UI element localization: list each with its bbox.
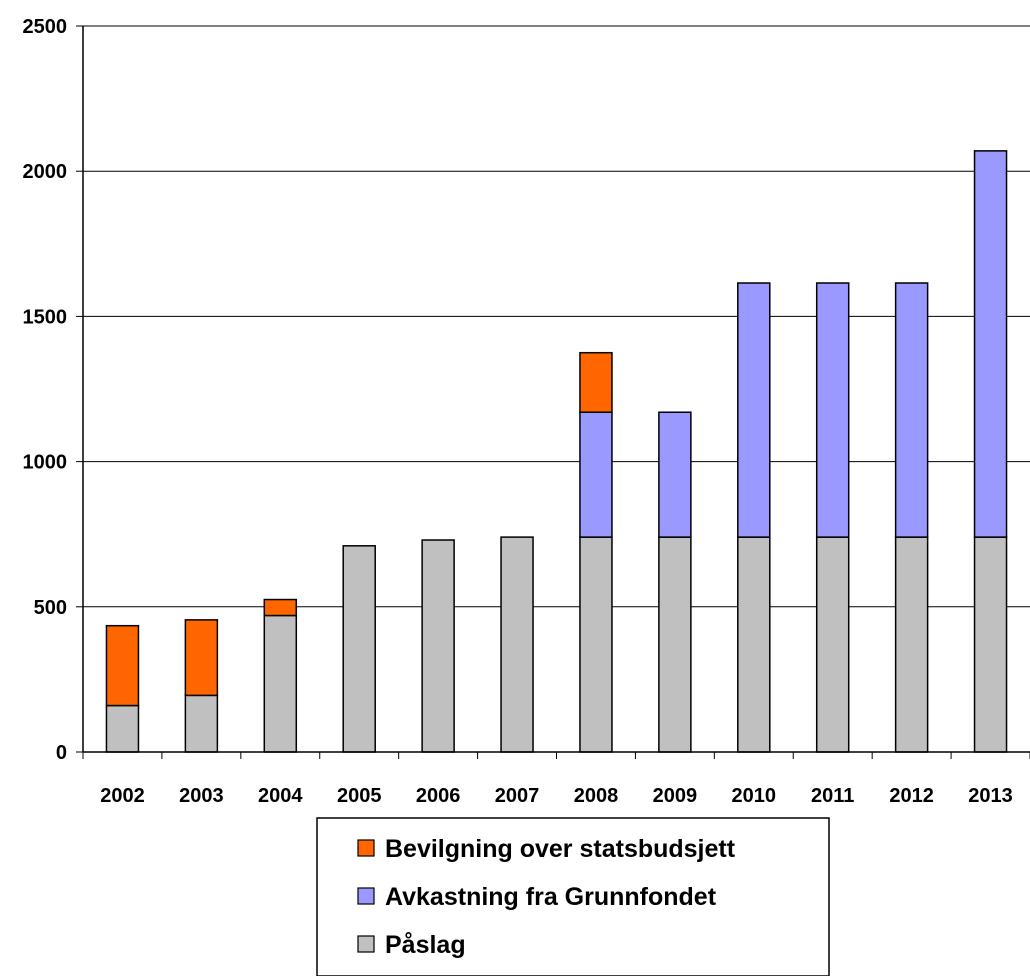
x-tick-label: 2009 — [653, 785, 698, 807]
x-tick-label: 2006 — [416, 785, 461, 807]
x-tick-label: 2012 — [889, 785, 934, 807]
x-tick-labels: 2002 2003 2004 2005 2006 2007 2008 2009 2010 2011… — [100, 785, 1013, 807]
y-tick-label: 2000 — [23, 161, 68, 183]
y-tick-label: 2500 — [23, 16, 68, 38]
legend: Bevilgning over statsbudsjett Avkastning … — [316, 817, 830, 976]
bar-2004-series-2 — [263, 598, 298, 617]
x-tick-label: 2013 — [968, 785, 1013, 807]
bar-2009-series-0 — [658, 536, 692, 753]
x-tick-label: 2008 — [574, 785, 619, 807]
y-tick-label: 1000 — [23, 452, 68, 474]
legend-box — [316, 817, 830, 976]
bar-2009-series-1 — [658, 411, 692, 538]
bar-2011-series-1 — [815, 282, 850, 538]
x-tick-label: 2010 — [732, 785, 777, 807]
bar-2013-series-0 — [973, 536, 1008, 753]
bar-2012-series-1 — [894, 282, 929, 538]
bar-2011-series-0 — [815, 536, 850, 753]
axes — [76, 25, 1030, 759]
bar-2002-series-2 — [105, 624, 140, 707]
x-tick-label: 2003 — [179, 785, 224, 807]
legend-swatch — [357, 935, 375, 953]
bar-2003-series-2 — [184, 619, 219, 697]
bar-2002-series-0 — [105, 704, 140, 753]
bar-2006-series-0 — [421, 539, 455, 753]
bar-2003-series-0 — [184, 694, 219, 753]
bar-2008-series-2 — [579, 351, 613, 413]
x-tick-label: 2007 — [495, 785, 540, 807]
bar-2010-series-0 — [737, 536, 771, 753]
bar-2004-series-0 — [263, 614, 298, 753]
gridlines — [83, 25, 1030, 608]
bar-2012-series-0 — [894, 536, 929, 753]
legend-label: Avkastning fra Grunnfondet — [385, 883, 717, 911]
y-tick-label: 500 — [34, 597, 67, 619]
y-tick-label: 0 — [56, 742, 67, 764]
bar-2007-series-0 — [500, 536, 534, 753]
bars — [105, 150, 1008, 753]
x-tick-label: 2011 — [811, 785, 854, 807]
bar-2008-series-0 — [579, 536, 613, 753]
y-tick-label: 1500 — [23, 306, 68, 328]
bar-2010-series-1 — [737, 282, 771, 538]
x-tick-label: 2002 — [100, 785, 145, 807]
legend-label: Påslag — [385, 931, 466, 959]
x-tick-label: 2004 — [258, 785, 303, 807]
legend-swatch — [357, 887, 375, 905]
bar-2013-series-1 — [973, 150, 1008, 538]
legend-label: Bevilgning over statsbudsjett — [385, 835, 736, 863]
x-tick-label: 2005 — [337, 785, 382, 807]
bar-2005-series-0 — [342, 545, 376, 753]
legend-swatch — [357, 839, 375, 857]
bar-2008-series-1 — [579, 411, 613, 538]
y-tick-labels: 0 500 1000 1500 2000 2500 — [23, 16, 68, 764]
